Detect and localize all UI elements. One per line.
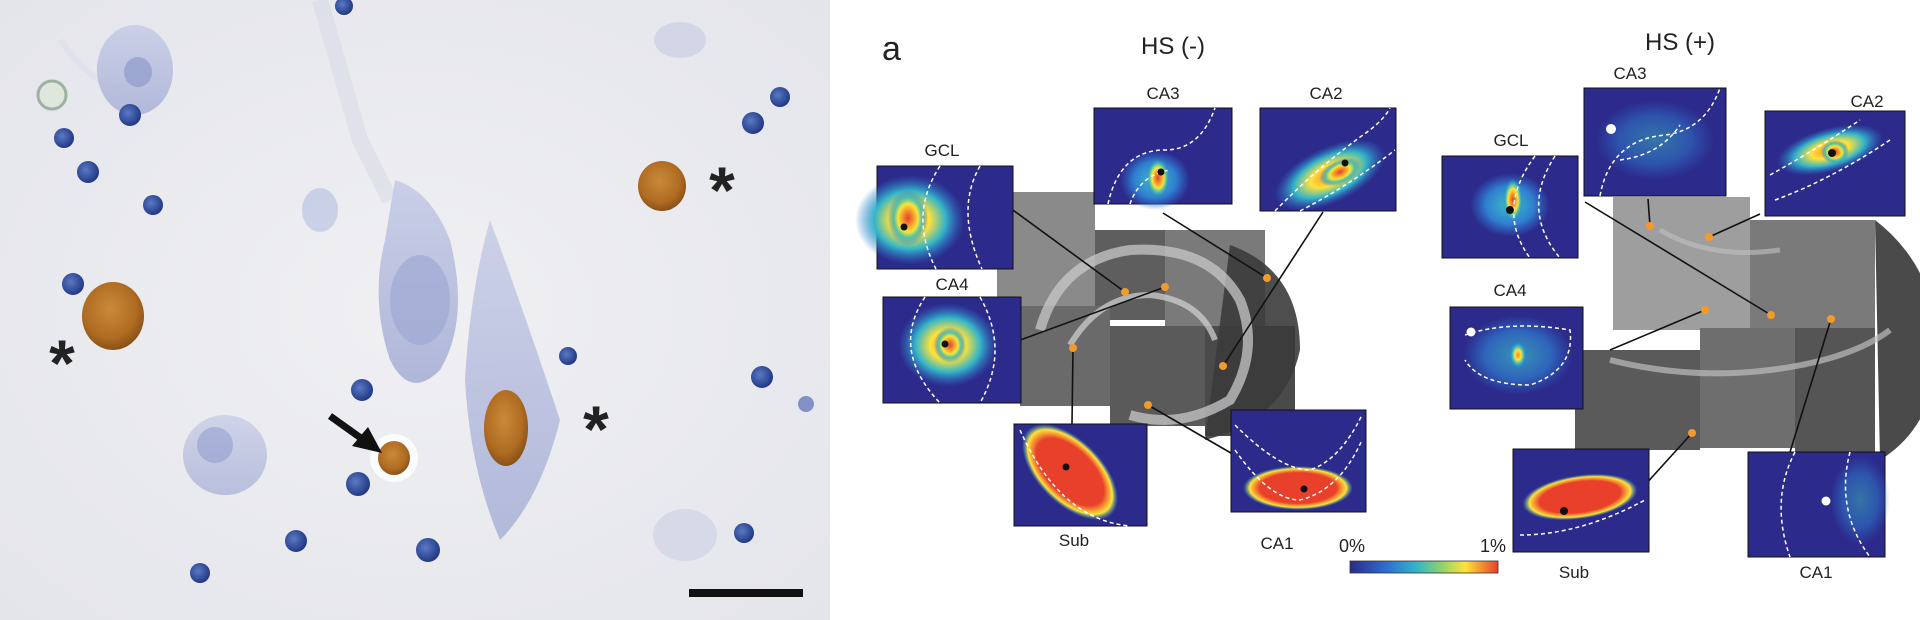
neuron-body <box>465 220 560 540</box>
asterisk-marker: * <box>583 392 609 466</box>
inset-label: Sub <box>1059 531 1089 550</box>
inset-label: CA3 <box>1613 64 1646 83</box>
group-title-hs-negative: HS (-) <box>1141 33 1205 60</box>
inset-label: Sub <box>1559 563 1589 582</box>
panel-label: a <box>882 30 901 68</box>
small-nuclei <box>36 0 814 583</box>
inset-sub: Sub <box>1512 448 1650 582</box>
hs-positive-group: GCL CA3 CA2 CA4 <box>1441 64 1920 582</box>
inset-label: CA2 <box>1309 84 1342 103</box>
inset-label: CA1 <box>1260 534 1293 553</box>
inset-gcl: GCL <box>855 141 1014 270</box>
asterisk-marker: * <box>49 326 75 400</box>
inset-sub: Sub <box>1013 423 1148 550</box>
stained-nucleus <box>378 441 410 475</box>
inset-ca4: CA4 <box>882 275 1022 404</box>
colorbar-max-label: 1% <box>1480 536 1506 556</box>
inset-ca1: CA1 <box>1230 409 1367 553</box>
inset-label: CA2 <box>1850 92 1883 111</box>
hippocampus-heatmap-figure: a HS (-) HS (+) <box>855 29 1920 582</box>
inset-label: CA1 <box>1799 563 1832 582</box>
hs-negative-group: GCL CA3 CA2 <box>855 84 1397 553</box>
scale-bar <box>689 589 803 597</box>
stained-nucleus <box>484 390 528 466</box>
inset-label: CA4 <box>935 275 968 294</box>
inset-ca3: CA3 <box>1093 84 1233 210</box>
stained-nucleus <box>82 282 144 350</box>
colorbar: 0% 1% <box>1339 536 1506 574</box>
inset-label: CA3 <box>1146 84 1179 103</box>
stained-nucleus <box>638 161 686 211</box>
inset-label: GCL <box>925 141 960 160</box>
tissue-slice <box>1575 197 1920 460</box>
inset-ca1: CA1 <box>1747 451 1890 582</box>
inset-label: GCL <box>1494 131 1529 150</box>
asterisk-marker: * <box>709 153 735 227</box>
micrograph-image: * * * <box>0 0 830 620</box>
colorbar-min-label: 0% <box>1339 536 1365 556</box>
inset-ca3: CA3 <box>1583 64 1727 197</box>
group-title-hs-positive: HS (+) <box>1645 29 1715 56</box>
inset-ca4: CA4 <box>1449 281 1584 410</box>
inset-ca2: CA2 <box>1764 92 1906 217</box>
inset-ca2: CA2 <box>1259 84 1397 212</box>
inset-gcl: GCL <box>1441 131 1579 259</box>
inset-label: CA4 <box>1493 281 1526 300</box>
